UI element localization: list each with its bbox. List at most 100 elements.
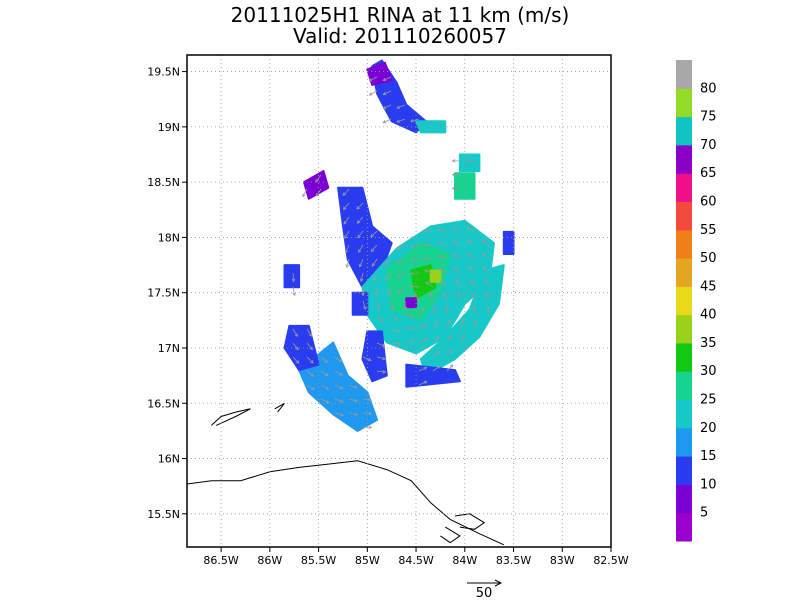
wind-arrow-head — [424, 269, 428, 273]
wind-arrow — [404, 314, 414, 317]
x-tick-label: 86.5W — [203, 554, 238, 567]
colorbar: 5 10 15 20 25 30 35 40 45 50 55 60 65 70 75 80 — [676, 60, 717, 542]
wind-arrow-head — [354, 398, 359, 403]
wind-arrow — [454, 267, 462, 274]
wind-arrow-head — [325, 373, 329, 377]
wind-arrow — [468, 266, 476, 274]
wind-arrow-head — [382, 119, 387, 124]
wind-arrow — [373, 272, 378, 282]
wind-arrow — [376, 370, 386, 373]
wind-arrow — [371, 244, 378, 252]
wind-arrow — [348, 384, 358, 389]
wind-arrow-head — [469, 279, 474, 283]
colorbar-label: 75 — [700, 110, 717, 125]
wind-arrow-head — [294, 333, 298, 338]
wind-arrow-head — [436, 350, 441, 355]
wind-arrow-head — [482, 252, 486, 257]
wind-arrow — [484, 279, 490, 288]
region-nw-dot — [303, 170, 330, 200]
wind-arrow-head — [466, 240, 471, 244]
wind-arrow — [470, 279, 476, 288]
wind-arrow-head — [339, 372, 344, 376]
wind-arrow-head — [342, 192, 347, 196]
wind-arrow-head — [397, 289, 402, 294]
wind-arrow-head — [448, 334, 452, 339]
wind-arrow-head — [409, 258, 414, 262]
wind-arrow — [358, 244, 364, 253]
wind-arrow — [315, 174, 322, 183]
wind-arrow — [371, 258, 378, 267]
wind-arrow-head — [390, 306, 395, 311]
y-tick-label: 19.5N — [147, 66, 180, 79]
wind-arrow — [292, 342, 299, 351]
wind-arrow-head — [485, 292, 489, 296]
wind-arrow — [348, 412, 358, 415]
wind-arrow — [334, 384, 343, 389]
wind-arrow — [418, 308, 425, 316]
wind-arrow — [320, 356, 328, 363]
wind-arrow — [387, 286, 392, 296]
wind-arrow-head — [396, 105, 401, 109]
colorbar-band — [676, 144, 692, 174]
x-axis-ticks: 86.5W 86W 85.5W 85W 84.5W 84W 83.5W 83W 82.5W — [203, 547, 629, 567]
wind-arrow — [385, 272, 392, 281]
region-west-core — [351, 291, 369, 316]
wind-arrow-head — [311, 386, 315, 391]
wind-arrow — [453, 254, 462, 260]
wind-arrow — [357, 216, 364, 224]
y-tick-label: 16N — [158, 453, 180, 466]
wind-arrow-head — [343, 220, 347, 225]
wind-arrow-head — [354, 385, 358, 389]
wind-arrow — [432, 306, 435, 316]
wind-arrow-head — [445, 305, 449, 310]
wind-arrow — [369, 76, 378, 82]
wind-arrow-head — [358, 263, 363, 268]
wind-arrow — [292, 286, 295, 296]
wind-arrow-head — [374, 292, 379, 297]
wind-arrow — [446, 335, 452, 344]
x-tick-label: 84.5W — [398, 554, 433, 567]
colorbar-label: 25 — [700, 393, 717, 408]
coastline-honduras-coast — [186, 460, 505, 546]
wind-arrow-head — [356, 220, 361, 224]
wind-arrow-head — [423, 229, 428, 233]
y-tick-label: 18.5N — [147, 176, 180, 189]
colorbar-band — [676, 399, 692, 429]
colorbar-label: 55 — [700, 223, 717, 238]
wind-arrow — [481, 239, 490, 246]
region-south-mid — [361, 330, 388, 383]
wind-arrow-head — [368, 425, 373, 430]
wind-arrow-head — [396, 119, 401, 123]
wind-arrow-head — [368, 398, 373, 402]
wind-arrow-head — [345, 264, 349, 268]
wind-arrow-head — [324, 359, 329, 364]
wind-arrow — [467, 240, 476, 246]
wind-arrow-head — [368, 411, 373, 416]
wind-arrow — [320, 398, 329, 403]
wind-arrow — [410, 258, 420, 261]
wind-arrow — [362, 412, 372, 415]
wind-arrow — [487, 306, 490, 316]
wind-arrow — [376, 356, 386, 360]
colorbar-band — [676, 512, 692, 542]
wind-arrow-head — [432, 305, 436, 310]
wind-arrow — [376, 342, 386, 347]
wind-arrow-head — [344, 235, 348, 240]
wind-arrow-head — [410, 326, 415, 331]
colorbar-label: 35 — [700, 336, 717, 351]
wind-arrow — [343, 216, 350, 225]
y-tick-label: 17.5N — [147, 287, 180, 300]
wind-arrow — [438, 255, 448, 260]
wind-arrow — [306, 356, 314, 364]
wind-arrow-head — [373, 277, 377, 282]
wind-arrow-head — [421, 307, 425, 312]
wind-arrow — [397, 272, 406, 278]
wind-arrow — [292, 272, 294, 282]
wind-arrow — [390, 300, 394, 310]
wind-arrow — [418, 323, 427, 330]
wind-arrow — [446, 364, 454, 372]
wind-arrow — [334, 412, 344, 416]
wind-arrow — [359, 258, 364, 267]
wind-arrow — [384, 258, 392, 266]
